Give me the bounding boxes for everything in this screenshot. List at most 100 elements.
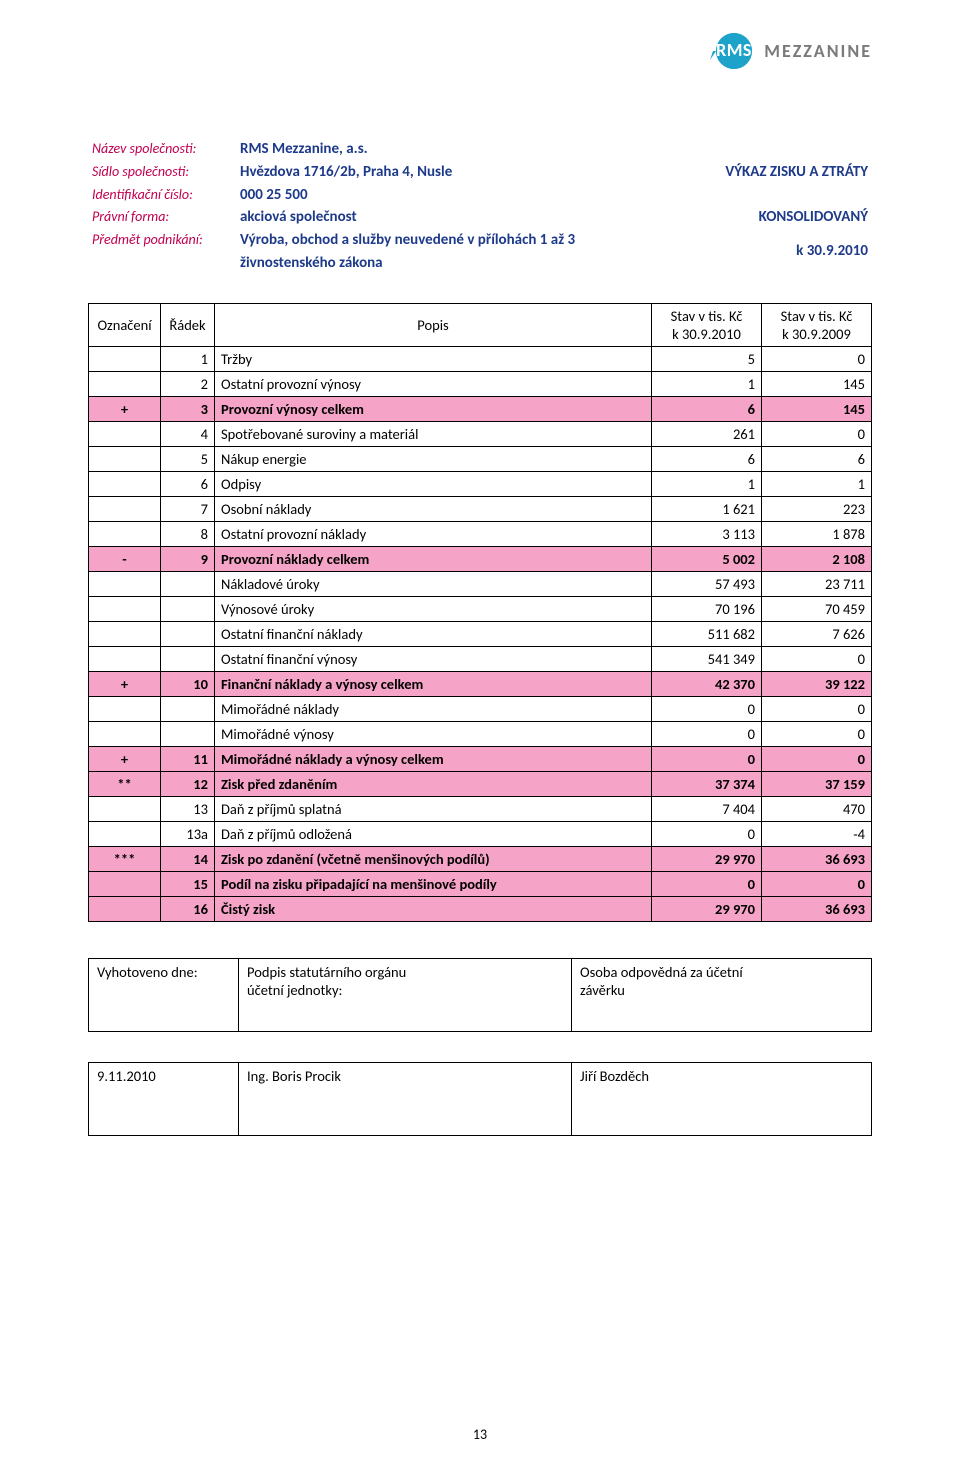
cell-radek: 10 (161, 671, 215, 696)
cell-oznaceni (89, 646, 161, 671)
document-header: Název společnosti: RMS Mezzanine, a.s. S… (88, 138, 872, 275)
cell-oznaceni: ** (89, 771, 161, 796)
cell-value-2010: 3 113 (652, 521, 762, 546)
cell-value-2009: 7 626 (762, 621, 872, 646)
cell-value-2010: 1 621 (652, 496, 762, 521)
cell-value-2010: 6 (652, 446, 762, 471)
cell-popis: Ostatní provozní výnosy (215, 371, 652, 396)
col-popis: Popis (215, 303, 652, 346)
cell-radek: 4 (161, 421, 215, 446)
logo-text: MEZZANINE (762, 40, 872, 62)
table-row: 2Ostatní provozní výnosy1145 (89, 371, 872, 396)
cell-value-2009: 0 (762, 646, 872, 671)
cell-radek (161, 596, 215, 621)
table-row: Mimořádné náklady00 (89, 696, 872, 721)
cell-oznaceni (89, 796, 161, 821)
cell-value-2009: 2 108 (762, 546, 872, 571)
cell-radek: 15 (161, 871, 215, 896)
table-row: ***14Zisk po zdanění (včetně menšinových… (89, 846, 872, 871)
cell-oznaceni (89, 621, 161, 646)
table-row: 1Tržby50 (89, 346, 872, 371)
sig-date-value: 9.11.2010 (89, 1062, 239, 1135)
sig-statutory-name: Ing. Boris Procik (239, 1062, 572, 1135)
cell-value-2009: 39 122 (762, 671, 872, 696)
sig-responsible-label: Osoba odpovědná za účetní závěrku (572, 958, 872, 1031)
cell-popis: Podíl na zisku připadající na menšinové … (215, 871, 652, 896)
logo-badge: RMS (710, 28, 756, 74)
table-row: 8Ostatní provozní náklady3 1131 878 (89, 521, 872, 546)
cell-popis: Provozní náklady celkem (215, 546, 652, 571)
cell-value-2010: 511 682 (652, 621, 762, 646)
cell-oznaceni: *** (89, 846, 161, 871)
cell-value-2009: 36 693 (762, 846, 872, 871)
cell-value-2010: 57 493 (652, 571, 762, 596)
cell-radek: 12 (161, 771, 215, 796)
cell-radek: 8 (161, 521, 215, 546)
cell-popis: Zisk před zdaněním (215, 771, 652, 796)
cell-value-2009: 23 711 (762, 571, 872, 596)
hdr-value-activity-l1: Výroba, obchod a služby neuvedené v příl… (236, 229, 672, 252)
cell-value-2010: 1 (652, 371, 762, 396)
cell-value-2010: 0 (652, 871, 762, 896)
cell-popis: Finanční náklady a výnosy celkem (215, 671, 652, 696)
hdr-right-title: VÝKAZ ZISKU A ZTRÁTY (672, 161, 872, 184)
cell-popis: Mimořádné náklady a výnosy celkem (215, 746, 652, 771)
cell-popis: Tržby (215, 346, 652, 371)
cell-radek: 16 (161, 896, 215, 921)
cell-oznaceni (89, 571, 161, 596)
cell-oznaceni (89, 596, 161, 621)
col-2010: Stav v tis. Kč k 30.9.2010 (652, 303, 762, 346)
table-row: +3Provozní výnosy celkem6145 (89, 396, 872, 421)
cell-oznaceni: - (89, 546, 161, 571)
cell-radek: 13 (161, 796, 215, 821)
col-2009: Stav v tis. Kč k 30.9.2009 (762, 303, 872, 346)
cell-popis: Daň z příjmů splatná (215, 796, 652, 821)
cell-value-2009: 0 (762, 421, 872, 446)
hdr-label-company: Název společnosti: (88, 138, 236, 161)
col-2009-l1: Stav v tis. Kč (781, 307, 853, 325)
cell-popis: Daň z příjmů odložená (215, 821, 652, 846)
hdr-right-scope: KONSOLIDOVANÝ (672, 206, 872, 229)
cell-value-2010: 70 196 (652, 596, 762, 621)
cell-value-2010: 37 374 (652, 771, 762, 796)
cell-radek: 3 (161, 396, 215, 421)
col-2010-l2: k 30.9.2010 (672, 325, 741, 343)
cell-popis: Čistý zisk (215, 896, 652, 921)
hdr-value-activity-l2: živnostenského zákona (236, 252, 672, 275)
cell-oznaceni: + (89, 396, 161, 421)
cell-oznaceni (89, 696, 161, 721)
cell-value-2009: 0 (762, 746, 872, 771)
hdr-right-date: k 30.9.2010 (672, 229, 872, 275)
cell-radek: 11 (161, 746, 215, 771)
col-oznaceni: Označení (89, 303, 161, 346)
cell-value-2009: 223 (762, 496, 872, 521)
cell-oznaceni (89, 471, 161, 496)
table-row: Ostatní finanční náklady511 6827 626 (89, 621, 872, 646)
table-row: +10Finanční náklady a výnosy celkem42 37… (89, 671, 872, 696)
cell-value-2009: 36 693 (762, 896, 872, 921)
cell-value-2010: 261 (652, 421, 762, 446)
cell-oznaceni (89, 371, 161, 396)
cell-value-2010: 0 (652, 821, 762, 846)
cell-radek: 9 (161, 546, 215, 571)
cell-oznaceni: + (89, 671, 161, 696)
sig-statutory-label: Podpis statutárního orgánu účetní jednot… (239, 958, 572, 1031)
cell-value-2009: 0 (762, 346, 872, 371)
cell-value-2009: 145 (762, 371, 872, 396)
cell-radek (161, 696, 215, 721)
cell-popis: Mimořádné výnosy (215, 721, 652, 746)
table-row: 4Spotřebované suroviny a materiál2610 (89, 421, 872, 446)
hdr-value-form: akciová společnost (236, 206, 672, 229)
table-row: 15Podíl na zisku připadající na menšinov… (89, 871, 872, 896)
cell-popis: Zisk po zdanění (včetně menšinových podí… (215, 846, 652, 871)
cell-popis: Ostatní finanční náklady (215, 621, 652, 646)
cell-oznaceni (89, 421, 161, 446)
cell-radek (161, 721, 215, 746)
cell-value-2009: 145 (762, 396, 872, 421)
cell-value-2010: 42 370 (652, 671, 762, 696)
table-row: 6Odpisy11 (89, 471, 872, 496)
cell-popis: Spotřebované suroviny a materiál (215, 421, 652, 446)
hdr-value-company: RMS Mezzanine, a.s. (236, 138, 672, 161)
cell-value-2009: 37 159 (762, 771, 872, 796)
cell-radek (161, 646, 215, 671)
